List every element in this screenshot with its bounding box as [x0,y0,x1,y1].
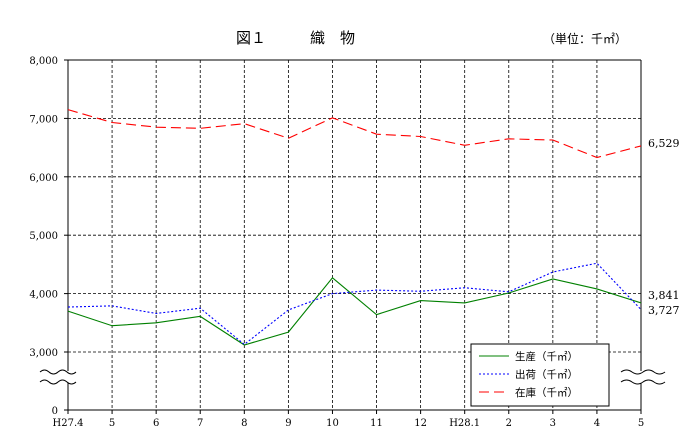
end-labels: 6,529 3,841 3,727 [648,137,680,317]
x-tick-label: H28.1 [449,418,480,429]
x-tick-label: 12 [414,418,427,429]
legend-label-1: 出荷（千㎡） [515,368,578,381]
axis-break-wave [39,379,77,385]
x-tick-label: 3 [550,418,556,429]
end-label: 3,841 [648,289,680,302]
legend-label-0: 生産（千㎡） [515,350,578,363]
x-tick-label: 5 [638,418,644,429]
end-label: 6,529 [648,137,680,150]
x-tick-label: 8 [241,418,247,429]
x-tick-label: 5 [109,418,115,429]
series-line-2 [67,109,642,159]
x-tick-label: 6 [153,418,159,429]
x-axis-ticks: H27.4 5 6 7 8 9 10 11 12 H28.1 2 3 4 5 [53,410,644,429]
series-group [67,109,642,346]
y-tick-label: 4,000 [29,290,58,301]
legend-label-2: 在庫（千㎡） [515,386,578,399]
axis-break-wave [620,379,666,385]
axis-break-band [40,371,76,383]
end-label: 3,727 [648,304,680,317]
x-tick-label: 9 [285,418,291,429]
legend: 生産（千㎡） 出荷（千㎡） 在庫（千㎡） [470,343,610,407]
x-tick-label: 10 [326,418,339,429]
axis-break-wave [39,369,77,375]
y-tick-label: 0 [52,406,58,417]
x-tick-label: 4 [594,418,600,429]
series-line-1 [67,262,642,346]
x-tick-label: 2 [506,418,512,429]
axis-break-marks [39,369,666,385]
chart-title-main: 図１ [236,29,266,47]
axis-break-band [621,371,665,383]
chart-title-sub: 織 物 [310,29,355,47]
x-tick-label: H27.4 [53,418,84,429]
x-tick-label: 7 [197,418,203,429]
y-tick-label: 5,000 [29,231,58,242]
y-tick-label: 3,000 [29,348,58,359]
y-axis-ticks: 0 3,000 4,000 5,000 6,000 7,000 8,000 [29,56,68,417]
legend-box [470,343,610,407]
y-tick-label: 8,000 [29,56,58,67]
series-line-0 [67,277,642,346]
y-tick-label: 7,000 [29,114,58,125]
x-tick-label: 11 [370,418,383,429]
axis-break-wave [620,369,666,375]
y-tick-label: 6,000 [29,173,58,184]
chart-unit-label: （単位：千㎡） [543,31,627,46]
